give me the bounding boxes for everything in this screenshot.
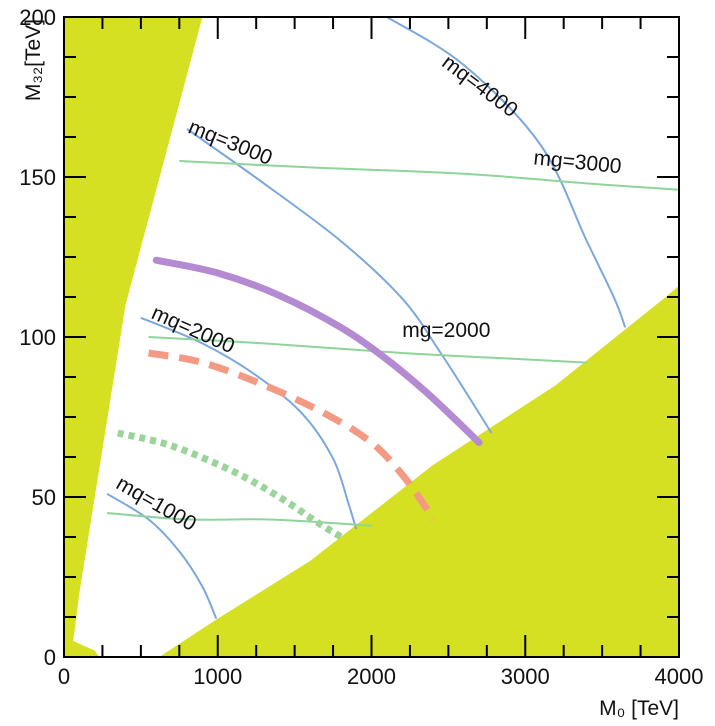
y-tick-label: 100	[19, 325, 56, 350]
series-mg-2000	[148, 336, 587, 364]
series-mq-3000	[186, 128, 493, 434]
y-axis-label: M₃₂[TeV]	[22, 19, 45, 101]
x-tick-label: 2000	[347, 664, 396, 689]
contour-label: mg=2000	[402, 319, 490, 342]
y-tick-label: 50	[32, 485, 56, 510]
contour-label: mg=3000	[532, 146, 622, 178]
x-tick-label: 3000	[501, 664, 550, 689]
contour-label: mq=2000	[148, 301, 238, 358]
series-mq-4000	[386, 16, 627, 328]
series-mg-3000	[179, 160, 680, 191]
excluded-region-1	[64, 17, 203, 657]
series-green-dotted	[117, 429, 346, 542]
series-mq-2000	[140, 316, 358, 530]
y-tick-label: 200	[19, 5, 56, 30]
series-group	[106, 16, 680, 619]
series-mg-1000	[106, 512, 372, 527]
y-tick-label: 0	[44, 645, 56, 670]
x-tick-label: 1000	[193, 664, 242, 689]
series-mq-1000	[106, 492, 218, 619]
x-tick-label: 4000	[655, 664, 704, 689]
x-tick-label: 0	[58, 664, 70, 689]
excluded-region-2	[159, 285, 679, 657]
y-tick-label: 150	[19, 165, 56, 190]
series-orange	[147, 349, 437, 522]
contour-label: mq=4000	[438, 51, 522, 122]
excluded-regions	[64, 17, 679, 657]
series-purple	[152, 256, 483, 447]
axis-ticks: 0 1000 2000 3000 4000 0 50 100 150 200	[19, 5, 703, 689]
x-axis-label: M₀ [TeV]	[599, 697, 679, 720]
